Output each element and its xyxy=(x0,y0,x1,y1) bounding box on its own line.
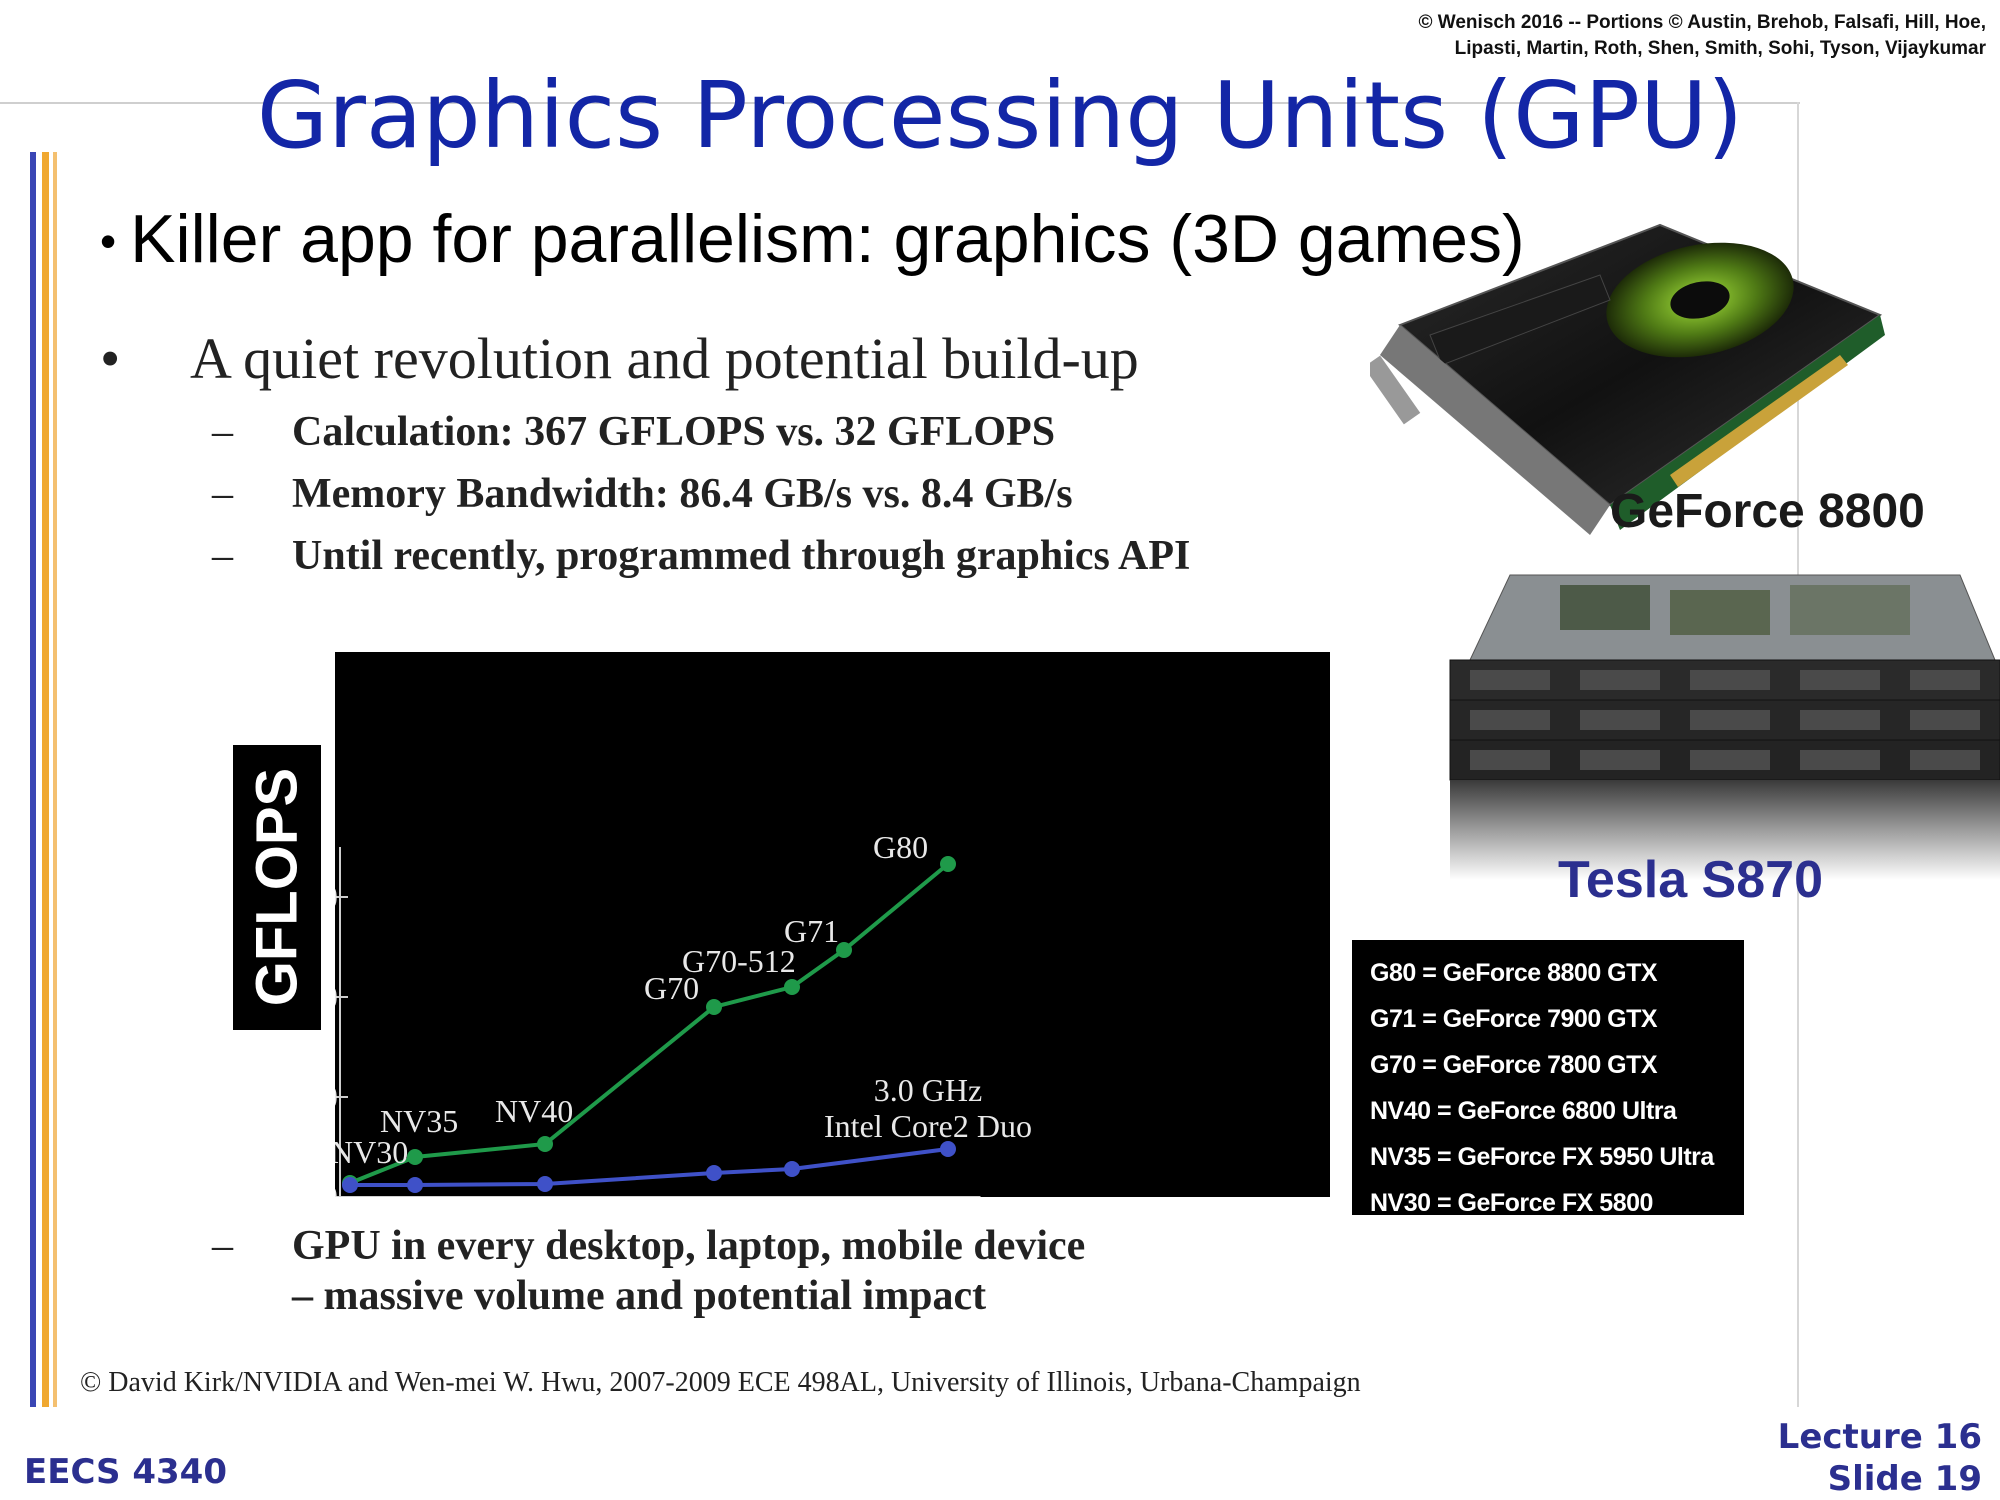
copyright-line-1: © Wenisch 2016 -- Portions © Austin, Bre… xyxy=(1418,12,1987,33)
subitem-text: Until recently, programmed through graph… xyxy=(292,533,1191,579)
left-accent-bar-orange xyxy=(42,152,49,1407)
slide-title: Graphics Processing Units (GPU) xyxy=(256,62,1744,169)
point-label: G80 xyxy=(873,829,928,865)
subitem-continuation: – massive volume and potential impact xyxy=(292,1272,986,1320)
subitem: – Until recently, programmed through grap… xyxy=(212,532,1190,580)
embedded-bullet: • A quiet revolution and potential build-… xyxy=(100,325,1139,392)
subitem-text: Calculation: 367 GFLOPS vs. 32 GFLOPS xyxy=(292,409,1056,455)
subitem: – Calculation: 367 GFLOPS vs. 32 GFLOPS xyxy=(212,408,1055,456)
series-annotation: Intel Core2 Duo xyxy=(824,1108,1032,1144)
chart-ylabel-box: GFLOPS xyxy=(233,745,321,1030)
point-label: NV30 xyxy=(335,1134,408,1170)
legend-row: G80 = GeForce 8800 GTX xyxy=(1370,959,1658,987)
y-tick-label: 0 xyxy=(335,1177,338,1197)
tesla-server-image xyxy=(1449,574,2000,880)
subitem-text: GPU in every desktop, laptop, mobile dev… xyxy=(292,1223,1086,1269)
chart-ylabel: GFLOPS xyxy=(244,767,310,1007)
header-divider xyxy=(0,102,1800,104)
card-label: GeForce 8800 xyxy=(1610,485,1925,538)
dash-icon: – xyxy=(212,409,233,455)
y-tick-label: 200 xyxy=(335,977,338,1017)
y-tick-label: 300 xyxy=(335,877,338,917)
lecture-info: Lecture 16 Slide 19 xyxy=(1778,1416,1982,1500)
series-annotation: 3.0 GHz xyxy=(874,1072,982,1108)
data-point xyxy=(407,1149,423,1165)
legend-row: NV35 = GeForce FX 5950 Ultra xyxy=(1370,1143,1714,1171)
legend-row: G71 = GeForce 7900 GTX xyxy=(1370,1005,1658,1033)
dash-icon: – xyxy=(212,1223,233,1269)
data-point xyxy=(537,1136,553,1152)
chart-svg: 0100200300Jan2003JunApr2004May2005NovMar… xyxy=(284,829,1032,1297)
series-line xyxy=(350,1147,949,1187)
data-point xyxy=(537,1176,553,1192)
left-accent-bar-blue xyxy=(30,152,36,1407)
main-bullet: • Killer app for parallelism: graphics (3… xyxy=(100,200,1525,278)
subitem-text: Memory Bandwidth: 86.4 GB/s vs. 8.4 GB/s xyxy=(292,471,1073,517)
left-accent-bar-light-orange xyxy=(53,152,57,1407)
course-code: EECS 4340 xyxy=(24,1452,227,1492)
bullet-dot-icon: • xyxy=(100,214,117,267)
gpu-legend: G80 = GeForce 8800 GTX G71 = GeForce 790… xyxy=(1352,940,1744,1217)
source-credit: © David Kirk/NVIDIA and Wen-mei W. Hwu, … xyxy=(80,1367,1361,1398)
y-tick-label: 100 xyxy=(335,1077,338,1117)
legend-row: G70 = GeForce 7800 GTX xyxy=(1370,1051,1658,1079)
dash-icon: – xyxy=(212,533,233,579)
lecture-number: Lecture 16 xyxy=(1777,1417,1982,1457)
point-label: NV40 xyxy=(495,1093,573,1129)
subitem: – GPU in every desktop, laptop, mobile de… xyxy=(212,1222,1085,1270)
subitem: – Memory Bandwidth: 86.4 GB/s vs. 8.4 GB/… xyxy=(212,470,1073,518)
main-bullet-text: Killer app for parallelism: graphics (3D… xyxy=(130,201,1525,277)
legend-row: NV40 = GeForce 6800 Ultra xyxy=(1370,1097,1677,1125)
data-point xyxy=(407,1177,423,1193)
data-point xyxy=(940,1141,956,1157)
data-point xyxy=(836,942,852,958)
bullet-dot-icon: • xyxy=(100,326,121,391)
subitem-text: – massive volume and potential impact xyxy=(292,1273,987,1319)
data-point xyxy=(706,1165,722,1181)
gflops-chart: 0100200300Jan2003JunApr2004May2005NovMar… xyxy=(284,652,1330,1297)
data-point xyxy=(706,999,722,1015)
geforce-card-image xyxy=(1370,223,1885,535)
slide-number: Slide 19 xyxy=(1827,1459,1982,1499)
data-point xyxy=(940,856,956,872)
point-label: G70 xyxy=(644,970,699,1006)
embedded-bullet-text: A quiet revolution and potential build-u… xyxy=(190,326,1139,391)
data-point xyxy=(342,1177,358,1193)
copyright-notice: © Wenisch 2016 -- Portions © Austin, Bre… xyxy=(1226,10,1987,62)
legend-row: NV30 = GeForce FX 5800 xyxy=(1370,1189,1653,1217)
point-label: G71 xyxy=(784,913,839,949)
server-label: Tesla S870 xyxy=(1558,851,1824,909)
copyright-line-2: Lipasti, Martin, Roth, Shen, Smith, Sohi… xyxy=(1454,38,1986,59)
point-label: G70-512 xyxy=(682,943,796,979)
dash-icon: – xyxy=(212,471,233,517)
data-point xyxy=(784,1161,800,1177)
point-label: NV35 xyxy=(380,1103,458,1139)
data-point xyxy=(784,979,800,995)
